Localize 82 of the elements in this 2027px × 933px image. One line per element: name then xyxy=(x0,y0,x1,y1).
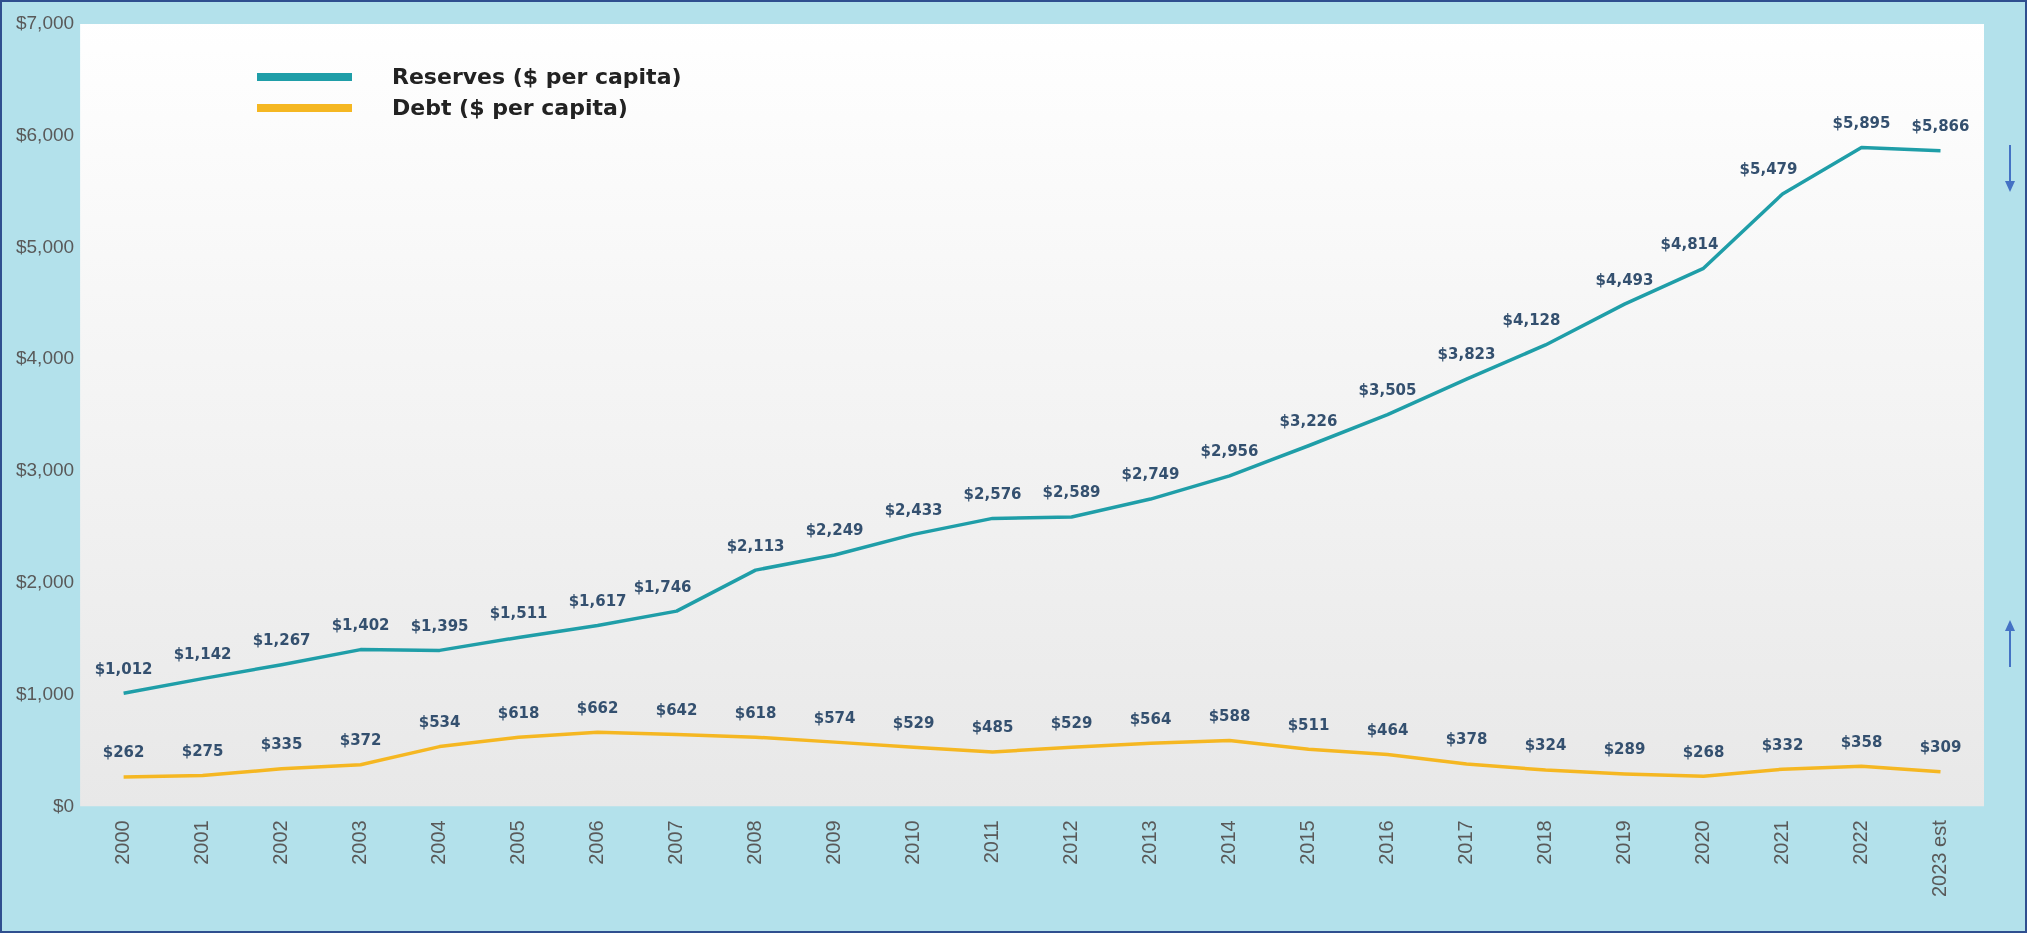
data-label: $3,226 xyxy=(1279,412,1338,431)
data-label: $564 xyxy=(1129,709,1172,728)
x-tick-label: 2010 xyxy=(901,820,924,865)
y-tick-label: $2,000 xyxy=(15,571,75,592)
data-label: $2,956 xyxy=(1200,442,1259,461)
data-label: $2,749 xyxy=(1121,465,1180,484)
data-label: $1,617 xyxy=(568,591,627,610)
data-label: $2,433 xyxy=(884,500,943,519)
data-label: $275 xyxy=(181,741,224,760)
x-tick-label: 2000 xyxy=(111,820,134,865)
legend-label: Reserves ($ per capita) xyxy=(392,64,682,89)
data-label: $485 xyxy=(971,718,1014,737)
data-label: $4,814 xyxy=(1660,234,1719,253)
x-tick-label: 2008 xyxy=(743,820,766,865)
data-label: $309 xyxy=(1919,738,1962,757)
x-tick-label: 2012 xyxy=(1059,820,1082,865)
x-tick-label: 2003 xyxy=(348,820,371,865)
x-tick-label: 2020 xyxy=(1691,820,1714,865)
data-label: $268 xyxy=(1682,742,1725,761)
data-label: $332 xyxy=(1761,735,1804,754)
x-tick-label: 2023 est xyxy=(1928,819,1951,898)
x-tick-label: 2009 xyxy=(822,820,845,865)
data-label: $464 xyxy=(1366,720,1409,739)
x-tick-label: 2014 xyxy=(1217,820,1240,865)
data-label: $534 xyxy=(418,712,461,731)
data-label: $4,128 xyxy=(1502,311,1561,330)
x-tick-label: 2015 xyxy=(1296,820,1319,865)
data-label: $1,511 xyxy=(489,603,548,622)
x-tick-label: 2019 xyxy=(1612,820,1635,865)
data-label: $378 xyxy=(1445,730,1488,749)
data-label: $289 xyxy=(1603,740,1646,759)
data-label: $574 xyxy=(813,708,856,727)
x-tick-label: 2016 xyxy=(1375,820,1398,865)
data-label: $324 xyxy=(1524,736,1567,755)
legend-label: Debt ($ per capita) xyxy=(392,95,628,120)
data-label: $1,402 xyxy=(331,615,390,634)
data-label: $529 xyxy=(892,713,935,732)
y-tick-label: $7,000 xyxy=(15,12,75,34)
y-tick-label: $0 xyxy=(52,794,75,816)
y-tick-label: $6,000 xyxy=(15,123,75,145)
data-label: $262 xyxy=(102,743,145,762)
data-label: $1,395 xyxy=(410,616,469,635)
y-tick-label: $1,000 xyxy=(15,682,75,704)
data-label: $642 xyxy=(655,700,698,719)
data-label: $618 xyxy=(734,703,777,722)
x-tick-label: 2022 xyxy=(1849,820,1872,865)
x-tick-label: 2018 xyxy=(1533,820,1556,865)
x-tick-label: 2002 xyxy=(269,820,292,865)
y-tick-label: $4,000 xyxy=(15,347,75,369)
data-label: $662 xyxy=(576,698,619,717)
data-label: $588 xyxy=(1208,706,1251,725)
data-label: $1,142 xyxy=(173,645,232,664)
data-label: $3,505 xyxy=(1358,380,1417,399)
y-tick-label: $3,000 xyxy=(15,459,75,481)
data-label: $358 xyxy=(1840,732,1883,751)
data-label: $2,589 xyxy=(1042,483,1101,502)
y-tick-label: $5,000 xyxy=(15,235,75,257)
x-tick-label: 2017 xyxy=(1454,820,1477,865)
x-tick-label: 2011 xyxy=(980,820,1003,864)
data-label: $2,576 xyxy=(963,484,1022,503)
data-label: $511 xyxy=(1287,715,1330,734)
data-label: $372 xyxy=(339,731,382,750)
data-label: $1,012 xyxy=(94,659,153,678)
data-label: $4,493 xyxy=(1595,270,1654,289)
data-label: $5,479 xyxy=(1739,160,1798,179)
x-tick-label: 2007 xyxy=(664,820,687,865)
data-label: $335 xyxy=(260,735,303,754)
data-label: $1,267 xyxy=(252,631,311,650)
data-label: $618 xyxy=(497,703,540,722)
x-tick-label: 2005 xyxy=(506,820,529,865)
data-label: $3,823 xyxy=(1437,345,1496,364)
data-label: $5,895 xyxy=(1832,113,1891,132)
x-tick-label: 2004 xyxy=(427,820,450,865)
x-tick-label: 2006 xyxy=(585,820,608,865)
data-label: $2,249 xyxy=(805,521,864,540)
data-label: $2,113 xyxy=(726,536,785,555)
x-tick-label: 2001 xyxy=(190,820,213,865)
data-label: $1,746 xyxy=(633,577,692,596)
x-tick-label: 2013 xyxy=(1138,820,1161,865)
x-tick-label: 2021 xyxy=(1770,820,1793,865)
data-label: $5,866 xyxy=(1911,117,1970,136)
data-label: $529 xyxy=(1050,713,1093,732)
